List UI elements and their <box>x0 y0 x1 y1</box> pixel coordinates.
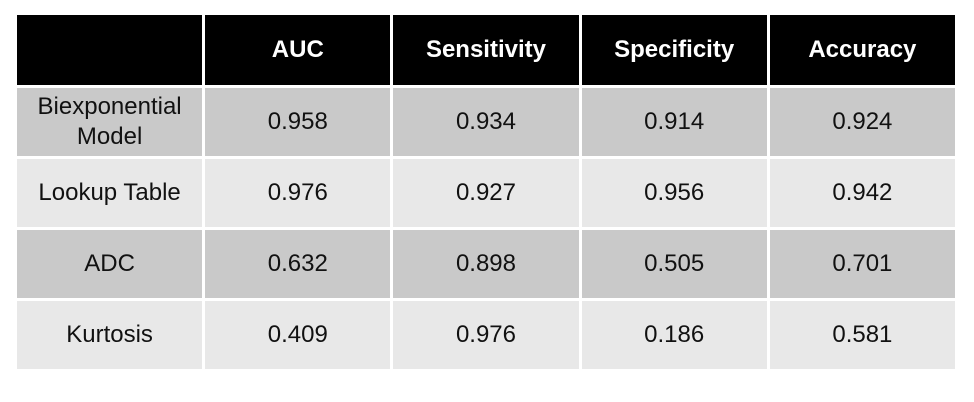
value-cell: 0.186 <box>581 301 767 369</box>
value-cell: 0.581 <box>769 301 955 369</box>
value-cell: 0.934 <box>393 88 579 156</box>
value-cell: 0.927 <box>393 159 579 227</box>
value-cell: 0.505 <box>581 230 767 298</box>
header-cell-specificity: Specificity <box>581 15 767 85</box>
header-cell-accuracy: Accuracy <box>769 15 955 85</box>
header-cell-auc: AUC <box>205 15 391 85</box>
header-row: AUC Sensitivity Specificity Accuracy <box>17 15 955 85</box>
table-row-lookup-table: Lookup Table 0.976 0.927 0.956 0.942 <box>17 159 955 227</box>
value-cell: 0.701 <box>769 230 955 298</box>
value-cell: 0.898 <box>393 230 579 298</box>
row-label: Lookup Table <box>17 159 203 227</box>
table-header: AUC Sensitivity Specificity Accuracy <box>17 15 955 85</box>
value-cell: 0.956 <box>581 159 767 227</box>
table-body: Biexponential Model 0.958 0.934 0.914 0.… <box>17 88 955 369</box>
value-cell: 0.976 <box>393 301 579 369</box>
value-cell: 0.924 <box>769 88 955 156</box>
value-cell: 0.976 <box>205 159 391 227</box>
table-row-kurtosis: Kurtosis 0.409 0.976 0.186 0.581 <box>17 301 955 369</box>
performance-metrics-table: AUC Sensitivity Specificity Accuracy Bie… <box>14 12 958 372</box>
table-row-adc: ADC 0.632 0.898 0.505 0.701 <box>17 230 955 298</box>
header-cell-sensitivity: Sensitivity <box>393 15 579 85</box>
value-cell: 0.958 <box>205 88 391 156</box>
header-cell-empty <box>17 15 203 85</box>
row-label: Biexponential Model <box>17 88 203 156</box>
table-row-biexponential-model: Biexponential Model 0.958 0.934 0.914 0.… <box>17 88 955 156</box>
value-cell: 0.942 <box>769 159 955 227</box>
row-label: Kurtosis <box>17 301 203 369</box>
value-cell: 0.632 <box>205 230 391 298</box>
value-cell: 0.409 <box>205 301 391 369</box>
value-cell: 0.914 <box>581 88 767 156</box>
row-label: ADC <box>17 230 203 298</box>
